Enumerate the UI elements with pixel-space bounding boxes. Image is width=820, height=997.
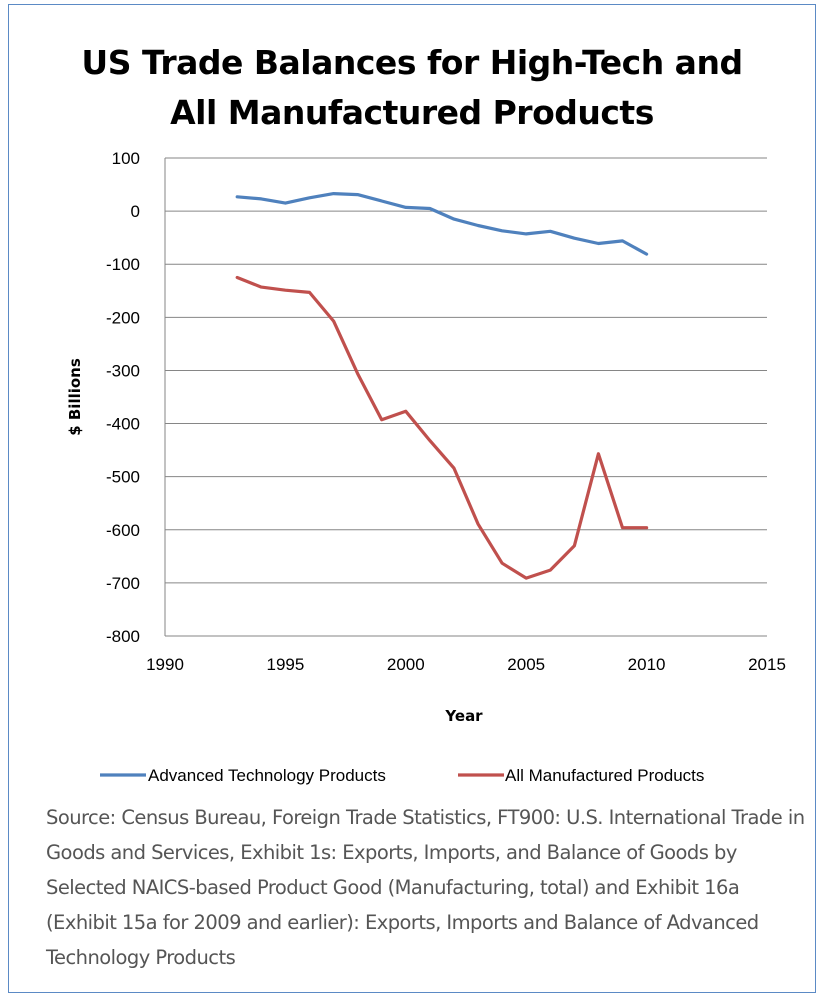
line-chart: 100 0 -100 -200 -300 -400 -500 -600 -700 -800 199… <box>66 149 786 785</box>
x-tick-label: 1990 <box>146 655 184 674</box>
gridlines <box>164 157 767 637</box>
chart-title-line-2: All Manufactured Products <box>170 93 654 132</box>
x-tick-label: 1995 <box>266 655 304 674</box>
y-tick-label: 100 <box>112 149 140 168</box>
y-tick-label: -400 <box>106 415 140 434</box>
x-tick-label: 2005 <box>507 655 545 674</box>
chart-frame <box>8 4 816 993</box>
source-note: Source: Census Bureau, Foreign Trade Sta… <box>46 806 805 969</box>
x-tick-label: 2015 <box>748 655 786 674</box>
series-line <box>235 192 649 256</box>
y-tick-label: -700 <box>106 574 140 593</box>
chart-title-line-1: US Trade Balances for High-Tech and <box>81 43 743 82</box>
x-tick-label: 2000 <box>387 655 425 674</box>
y-tick-label: -100 <box>106 255 140 274</box>
x-tick-labels: 1990 1995 2000 2005 2010 2015 <box>146 655 786 674</box>
legend: Advanced Technology Products All Manufact… <box>100 766 704 785</box>
legend-label: Advanced Technology Products <box>148 766 386 785</box>
series-lines <box>235 192 649 580</box>
legend-label: All Manufactured Products <box>505 766 704 785</box>
y-tick-label: -200 <box>106 308 140 327</box>
chart-title: US Trade Balances for High-Tech and All … <box>8 38 816 138</box>
series-line <box>235 275 649 580</box>
y-tick-label: -600 <box>106 521 140 540</box>
y-tick-label: -300 <box>106 361 140 380</box>
x-tick-label: 2010 <box>628 655 666 674</box>
y-tick-label: -500 <box>106 468 140 487</box>
y-axis-label: $ Billions <box>66 358 84 436</box>
y-tick-label: -800 <box>106 627 140 646</box>
y-tick-labels: 100 0 -100 -200 -300 -400 -500 -600 -700 -800 <box>106 149 140 646</box>
x-axis-label: Year <box>444 707 483 725</box>
y-tick-label: 0 <box>131 202 140 221</box>
